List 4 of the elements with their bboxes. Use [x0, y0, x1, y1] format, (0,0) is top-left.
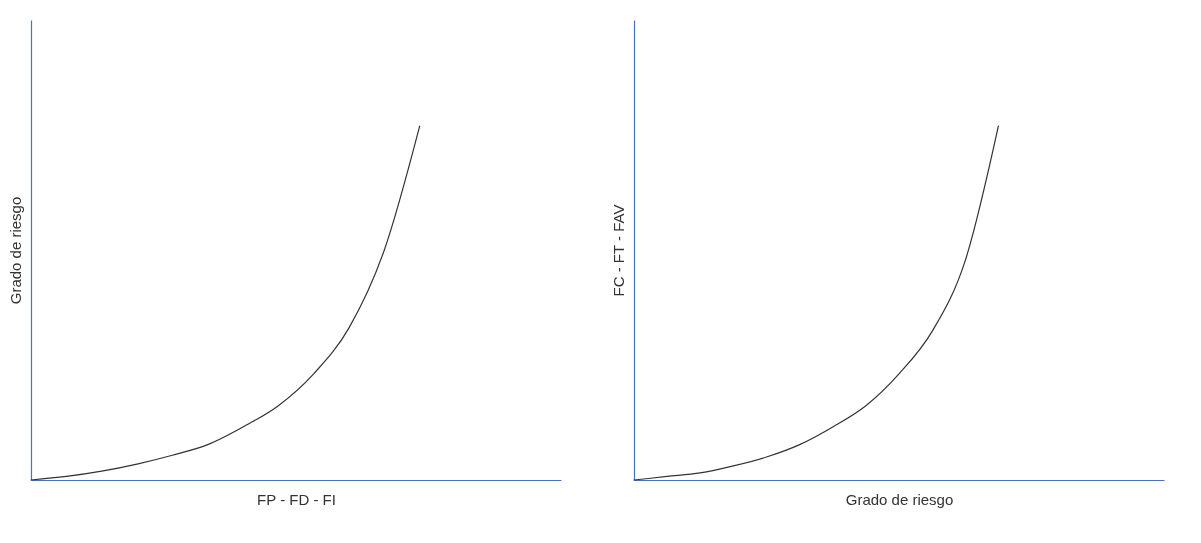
- y-axis-title: FC - FT - FAV: [609, 204, 627, 297]
- y-axis-title: Grado de riesgo: [6, 196, 24, 305]
- x-axis-title: Grado de riesgo: [845, 490, 954, 508]
- x-axis-title: FP - FD - FI: [257, 490, 336, 508]
